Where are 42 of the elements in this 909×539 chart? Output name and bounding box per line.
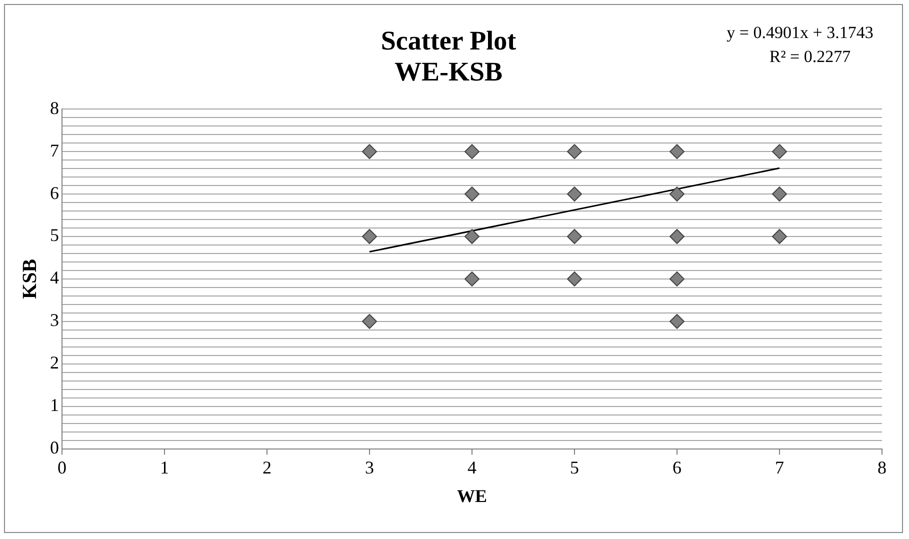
- x-tick-label: 1: [160, 457, 169, 478]
- point: [772, 144, 787, 160]
- x-tick-label: 7: [775, 457, 784, 478]
- point: [670, 314, 684, 329]
- y-tick-label: 5: [50, 225, 59, 246]
- y-tick-label: 8: [50, 98, 59, 118]
- point: [567, 228, 582, 244]
- text: Scatter Plot: [380, 25, 516, 56]
- y-tick-label: 4: [50, 268, 59, 288]
- point: [567, 271, 582, 286]
- point: [362, 314, 377, 329]
- y-tick-label: 7: [50, 140, 59, 160]
- y-tick-label: 2: [50, 352, 59, 373]
- x-tick-label: 6: [672, 457, 682, 478]
- y-tick-label: 1: [50, 395, 59, 416]
- point: [464, 186, 480, 202]
- text: R² = 0.2277: [769, 46, 852, 66]
- x-tick-label: 5: [570, 457, 579, 478]
- x-tick-label: 8: [878, 457, 886, 478]
- text: WE-KSB: [394, 56, 503, 87]
- point: [670, 271, 684, 286]
- point: [362, 228, 377, 244]
- point: [464, 228, 480, 244]
- y-axis-title: KSB: [19, 258, 42, 299]
- point: [670, 228, 684, 244]
- x-tick-label: 3: [365, 457, 374, 478]
- text: y = 0.4901x + 3.1743: [726, 22, 874, 42]
- x-tick-label: 2: [262, 457, 272, 478]
- point: [772, 186, 787, 202]
- x-tick-label: 4: [468, 457, 476, 478]
- point: [670, 186, 684, 202]
- point: [670, 144, 684, 160]
- point: [464, 271, 480, 286]
- point: [567, 186, 582, 202]
- point: [362, 144, 377, 160]
- y-tick-label: 0: [50, 438, 59, 458]
- y-tick-label: 3: [50, 310, 59, 330]
- y-tick-label: 6: [50, 182, 59, 203]
- point: [464, 144, 480, 160]
- point: [567, 144, 582, 160]
- point: [772, 228, 787, 244]
- x-axis-title: WE: [456, 486, 488, 506]
